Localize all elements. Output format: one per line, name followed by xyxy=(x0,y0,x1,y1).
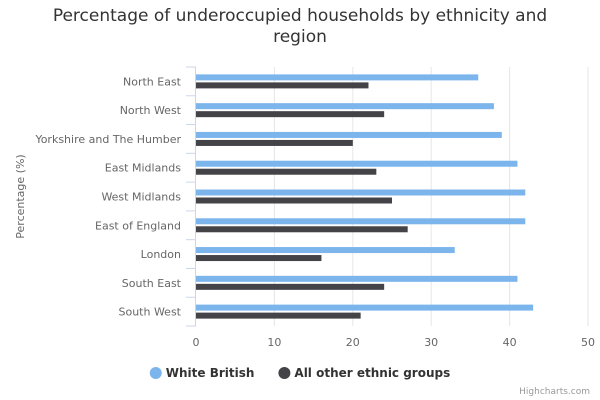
x-tick-label-0: 0 xyxy=(193,336,200,349)
legend-marker-other-ethnic[interactable] xyxy=(278,367,291,379)
bar-white-british-3[interactable] xyxy=(196,160,518,167)
credits-link[interactable]: Highcharts.com xyxy=(519,387,590,397)
chart-title: Percentage of underoccupied households b… xyxy=(0,6,600,48)
bar-white-british-8[interactable] xyxy=(196,304,534,311)
x-tick-label-5: 50 xyxy=(581,336,595,349)
bar-white-british-4[interactable] xyxy=(196,189,526,196)
y-axis-title: Percentage (%) xyxy=(14,154,27,238)
category-label-8: South West xyxy=(118,306,181,319)
x-tick-label-3: 30 xyxy=(424,336,438,349)
category-label-4: West Midlands xyxy=(101,191,181,204)
x-tick-label-2: 20 xyxy=(346,336,360,349)
x-tick-label-4: 40 xyxy=(503,336,517,349)
bar-white-british-1[interactable] xyxy=(196,103,494,110)
legend-label-other-ethnic[interactable]: All other ethnic groups xyxy=(294,366,450,380)
bar-other-ethnic-4[interactable] xyxy=(196,197,392,204)
bar-other-ethnic-7[interactable] xyxy=(196,283,385,290)
bar-other-ethnic-1[interactable] xyxy=(196,111,385,118)
category-label-6: London xyxy=(141,248,181,261)
bar-other-ethnic-0[interactable] xyxy=(196,82,369,89)
chart-title-line-1: Percentage of underoccupied households b… xyxy=(52,6,548,26)
bar-white-british-5[interactable] xyxy=(196,218,526,225)
x-tick-label-1: 10 xyxy=(267,336,281,349)
bar-white-british-6[interactable] xyxy=(196,247,455,254)
category-label-5: East of England xyxy=(95,219,181,232)
bar-other-ethnic-8[interactable] xyxy=(196,312,361,319)
bar-white-british-2[interactable] xyxy=(196,131,502,138)
legend-marker-white-british[interactable] xyxy=(149,367,162,379)
bar-other-ethnic-5[interactable] xyxy=(196,226,408,233)
category-label-7: South East xyxy=(122,277,182,290)
bar-white-british-0[interactable] xyxy=(196,74,479,81)
bar-other-ethnic-6[interactable] xyxy=(196,255,322,262)
category-label-3: East Midlands xyxy=(105,162,182,175)
bar-white-british-7[interactable] xyxy=(196,275,518,282)
bar-other-ethnic-2[interactable] xyxy=(196,139,353,146)
category-label-2: Yorkshire and The Humber xyxy=(34,133,181,146)
legend-label-white-british[interactable]: White British xyxy=(166,366,255,380)
category-label-1: North West xyxy=(120,104,182,117)
chart-title-line-2: region xyxy=(273,27,327,47)
bar-other-ethnic-3[interactable] xyxy=(196,168,377,175)
category-label-0: North East xyxy=(123,75,182,88)
